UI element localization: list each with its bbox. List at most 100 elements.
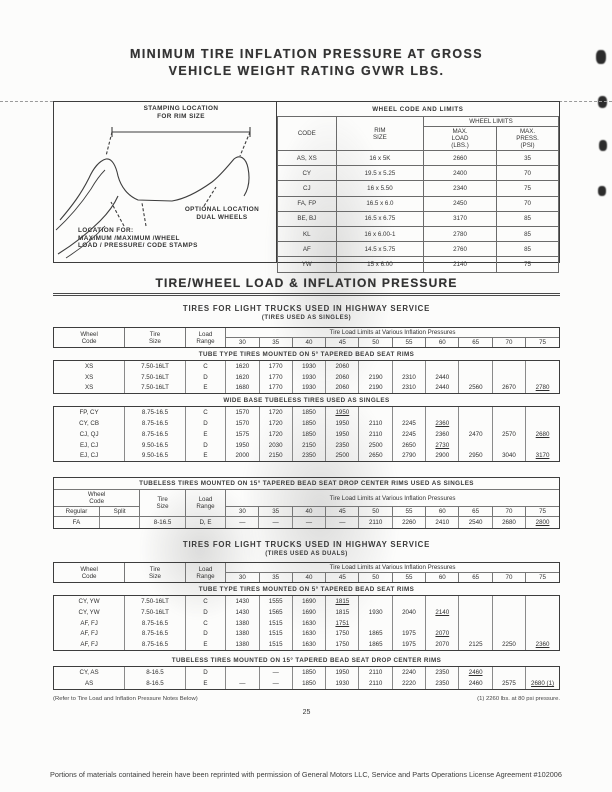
scan-artifact xyxy=(598,96,607,108)
table-cell: 2110 xyxy=(358,428,393,440)
table-cell: 3170 xyxy=(525,450,559,462)
table-cell: 2240 xyxy=(391,667,426,678)
table-cell xyxy=(458,371,493,383)
table-cell: 8.75-16.5 xyxy=(124,617,186,629)
table-cell xyxy=(525,628,559,640)
table-cell xyxy=(391,361,426,372)
table-cell xyxy=(525,361,559,372)
table-cell xyxy=(425,361,459,372)
table-cell: 2310 xyxy=(391,371,426,383)
table-cell: 2400 xyxy=(422,165,498,182)
scan-artifact xyxy=(598,186,606,196)
table-cell: 8-16.5 xyxy=(124,667,186,678)
pressure-col: 50 xyxy=(358,506,393,517)
pressure-col: 40 xyxy=(291,506,326,517)
scan-artifact xyxy=(599,140,607,151)
table-cell: 1720 xyxy=(258,407,293,419)
table-row: EJ, CJ 9.50-16.5 D 1950 2030 2150 2350 2500 2650… xyxy=(54,439,559,451)
table-cell: 1865 xyxy=(358,628,393,640)
table-cell: 1515 xyxy=(258,617,293,629)
table-cell xyxy=(358,407,393,419)
col-header-max-load: MAX. LOAD (LBS.) xyxy=(422,126,498,151)
table-cell: AS, XS xyxy=(276,149,337,167)
table-row: XS 7.50-16LT D 1620 1770 1930 2060 2190 2310 2440 xyxy=(54,371,559,383)
table-cell: 2000 xyxy=(225,450,259,462)
col-header-tire-size: Tire Size xyxy=(124,328,186,347)
table-cell: 7.50-16LT xyxy=(124,371,186,383)
table-cell: 70 xyxy=(496,165,559,182)
table-cell: 1950 xyxy=(325,667,359,678)
table-cell: YW xyxy=(276,256,337,273)
wheel-diagram-and-limits-box: STAMPING LOCATION FOR RIM SIZE OPTIONAL … xyxy=(53,101,560,273)
table-row: FA 8-16.5 D, E — — — —2110 2260 2410 2540 2680 2800 xyxy=(54,516,559,529)
table-cell: 2450 xyxy=(422,195,498,212)
table-cell: 2140 xyxy=(425,606,459,618)
table-cell xyxy=(525,667,559,678)
table-cell: 2460 xyxy=(458,667,493,678)
table-row: XS 7.50-16LT E 1680 1770 1930 2060 2190 2310 2440… xyxy=(54,382,559,394)
col-header-rim-size: RIM SIZE xyxy=(335,116,425,151)
band-tubeless-duals: TUBELESS TIRES MOUNTED ON 15° TAPERED BE… xyxy=(171,657,442,665)
license-line: Portions of materials contained herein h… xyxy=(50,770,562,779)
table-cell: 2360 xyxy=(425,418,459,429)
singles-tube-table: XS 7.50-16LT C 1620 1770 1930 2060 XS 7.50-16LT D… xyxy=(54,361,559,394)
duals-tubeless-box: CY, AS 8-16.5 D —1850 1950 2110 2240 2350 2460 AS… xyxy=(53,666,560,690)
table-cell: 1930 xyxy=(291,382,326,394)
table-cell: 1380 xyxy=(225,639,259,651)
table-cell xyxy=(491,617,526,629)
table-cell: 1720 xyxy=(258,428,293,440)
table-cell xyxy=(98,516,140,529)
page-title-line1: MINIMUM TIRE INFLATION PRESSURE AT GROSS xyxy=(130,47,483,61)
limits-caption: Tire Load Limits at Various Inflation Pr… xyxy=(225,563,559,574)
table-cell: E xyxy=(184,382,226,394)
table-cell: 2150 xyxy=(258,450,293,462)
table-cell: 1850 xyxy=(291,418,326,429)
table-cell: E xyxy=(184,450,226,462)
table-cell: 2110 xyxy=(358,516,393,529)
table-cell: AF, FJ xyxy=(80,630,98,638)
table-cell: 1690 xyxy=(291,606,326,618)
table-cell: CY xyxy=(276,165,337,182)
section-heading: TIRE/WHEEL LOAD & INFLATION PRESSURE xyxy=(155,276,458,290)
table-row: AS 8-16.5 E — —1850 1930 2110 2220 2350 2460 2575 2… xyxy=(54,677,559,689)
table-cell: 8.75-16.5 xyxy=(124,407,186,419)
wheel-code-limits-section: WHEEL CODE AND LIMITS CODE RIM SIZE WHEE… xyxy=(275,102,559,273)
table-cell: 2650 xyxy=(358,450,393,462)
table-cell: 2780 xyxy=(422,225,498,243)
footnote-right: (1) 2260 lbs. at 80 psi pressure. xyxy=(477,695,560,702)
table-cell: 70 xyxy=(496,195,559,212)
table-cell: 2350 xyxy=(325,439,359,451)
table-cell: D xyxy=(184,439,226,451)
table-cell: AF, FJ xyxy=(80,619,98,627)
table-cell: 1515 xyxy=(258,628,293,640)
table-cell: D xyxy=(184,418,226,429)
table-cell: 3040 xyxy=(491,450,526,462)
pressure-col: 70 xyxy=(491,337,526,347)
table-cell: CJ, QJ xyxy=(79,430,99,438)
optional-location-label: OPTIONAL LOCATION DUAL WHEELS xyxy=(184,206,260,221)
table-row: KL 16 x 6.00-1 2780 85 xyxy=(276,225,559,243)
table-row: CJ 16 x 5.50 2340 75 xyxy=(276,180,559,197)
table-cell: C xyxy=(184,361,226,372)
pressure-col: 70 xyxy=(491,572,526,583)
duals-load-table-header: Wheel Code Tire Size Load Range Tire Loa… xyxy=(54,563,559,583)
band-tube-type-singles: TUBE TYPE TIRES MOUNTED ON 5° TAPERED BE… xyxy=(198,351,415,358)
table-cell: 1865 xyxy=(358,639,393,651)
duals-tube-table: CY, YW 7.50-16LT C 1430 1555 1690 1815 CY, YW 7.… xyxy=(54,596,559,651)
col-header-load-range: Load Range xyxy=(184,489,226,517)
table-cell xyxy=(391,407,426,419)
table-cell: E xyxy=(184,428,226,440)
table-cell: 2780 xyxy=(525,382,559,394)
table-cell: 2680 xyxy=(525,428,559,440)
table-cell: 2680 xyxy=(491,516,526,529)
table-cell: 2125 xyxy=(458,639,493,651)
table-cell: CY, YW xyxy=(78,598,100,606)
table-cell: D xyxy=(184,371,226,383)
table-cell: 1850 xyxy=(291,677,326,689)
table-cell: AF, FJ xyxy=(80,641,98,649)
pressure-col: 60 xyxy=(425,506,459,517)
table-cell: 1750 xyxy=(325,639,359,651)
table-cell: 1950 xyxy=(325,418,359,429)
table-cell: 1720 xyxy=(258,418,293,429)
